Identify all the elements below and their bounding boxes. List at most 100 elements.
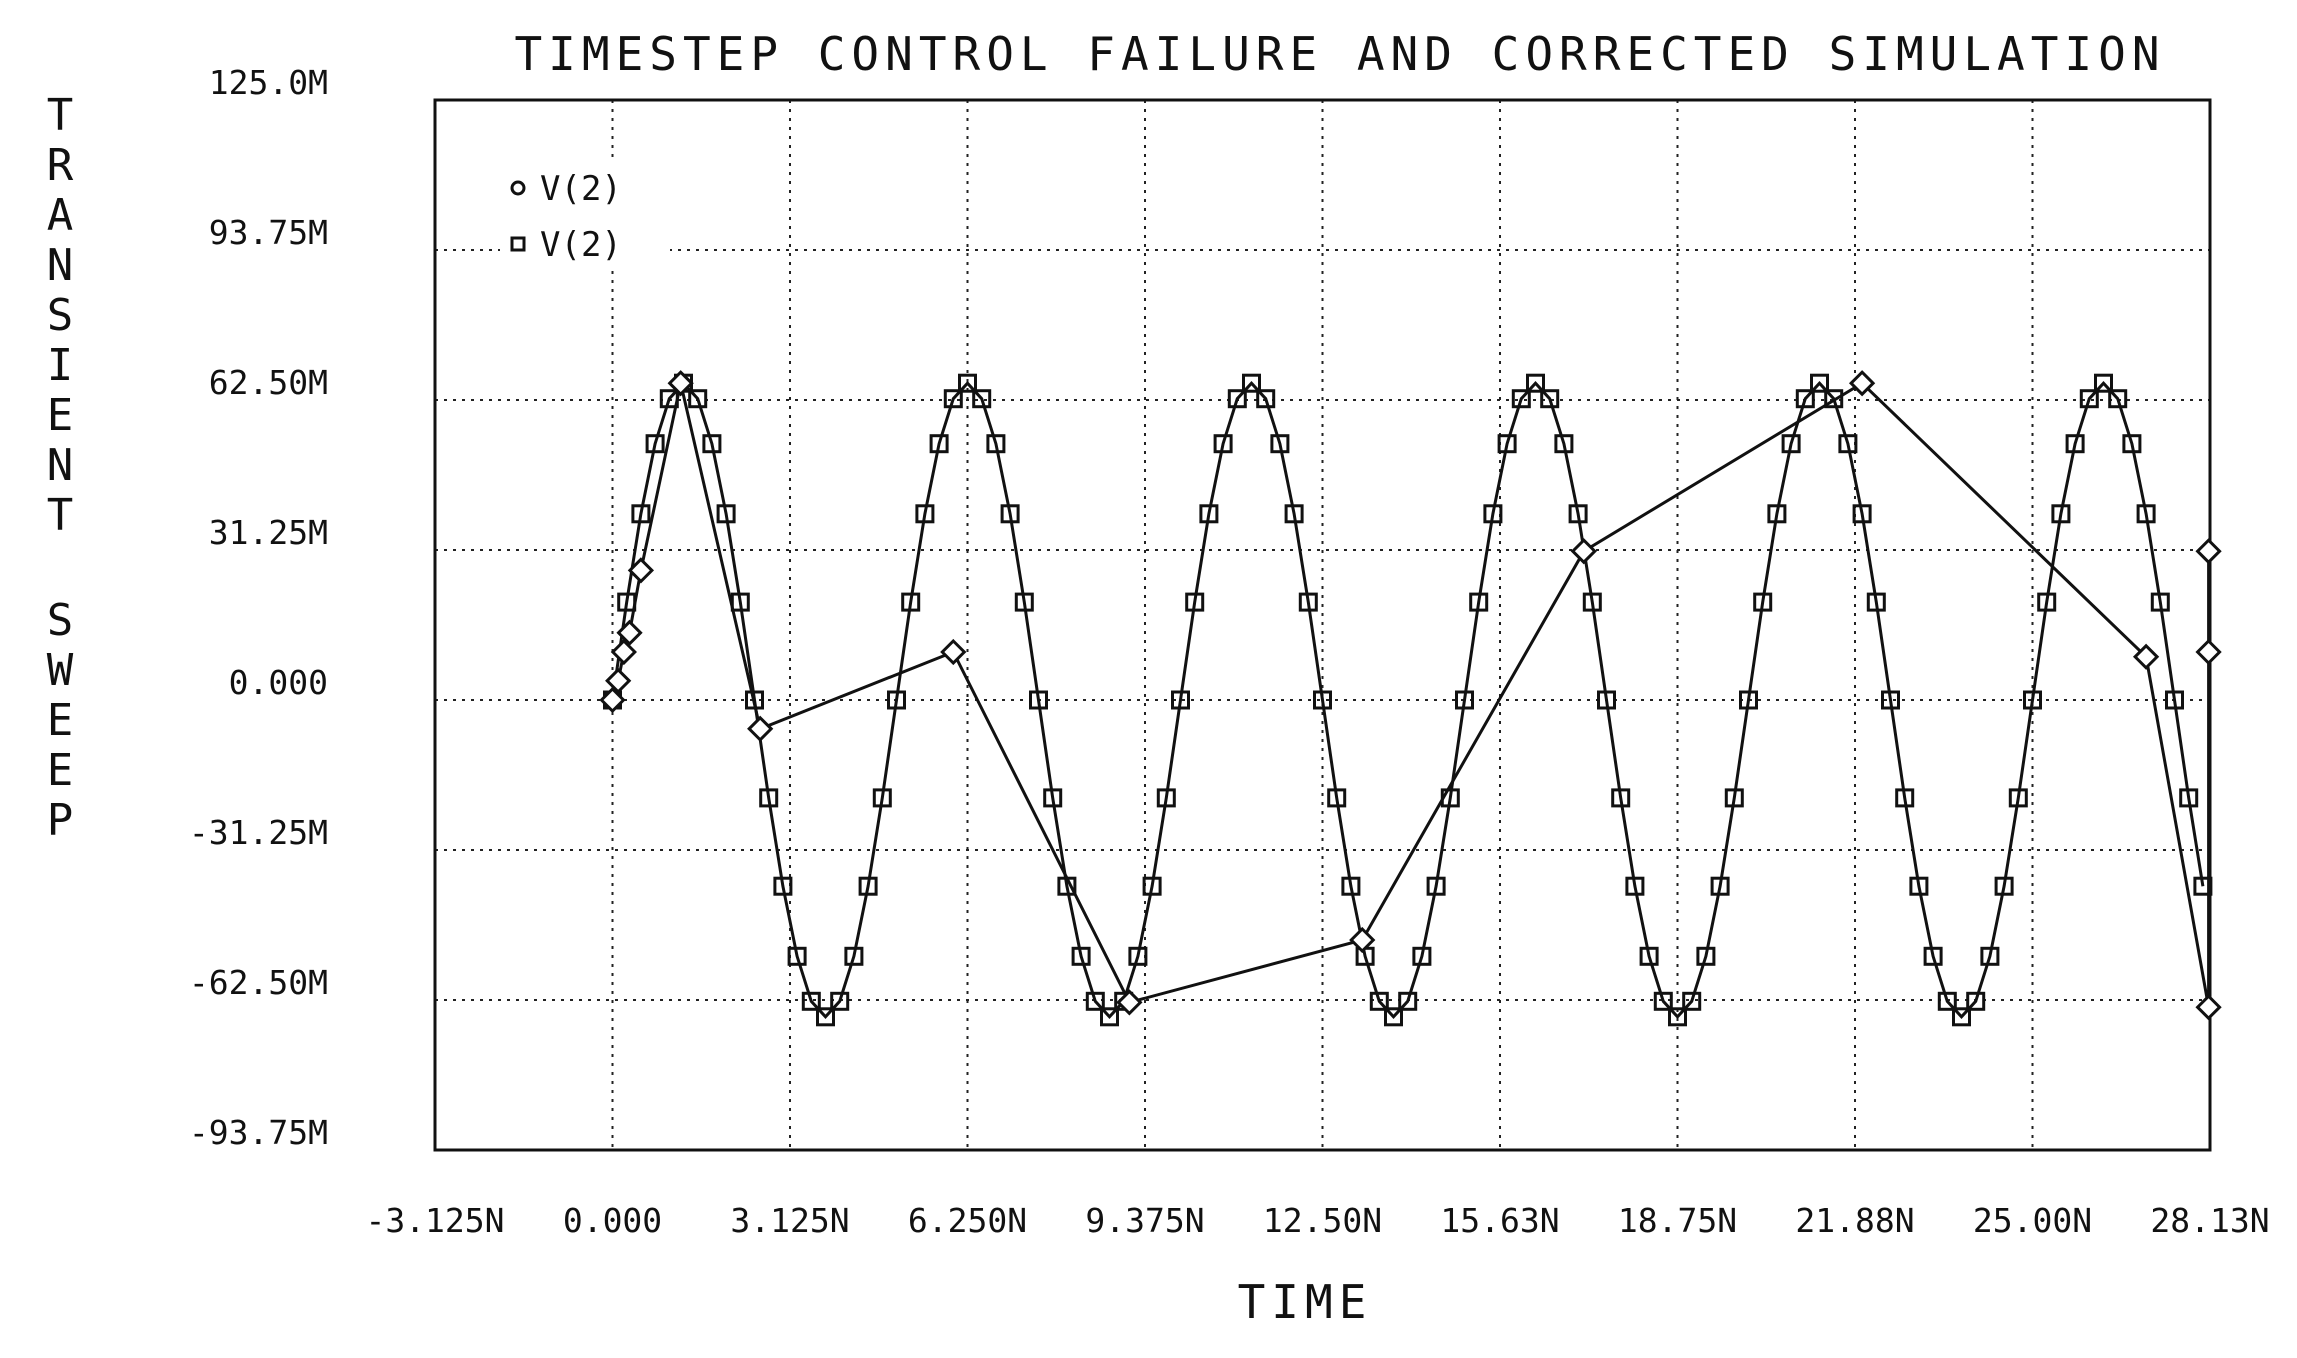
y-tick-label: 31.25M bbox=[209, 513, 328, 552]
square-marker bbox=[1341, 876, 1361, 896]
square-marker bbox=[1852, 504, 1872, 524]
square-marker bbox=[1014, 592, 1034, 612]
square-marker bbox=[1696, 946, 1716, 966]
square-marker bbox=[858, 876, 878, 896]
square-marker bbox=[1739, 690, 1758, 710]
series-diamond-line bbox=[611, 381, 2211, 1008]
y-tick-label: -31.25M bbox=[189, 813, 328, 852]
square-marker bbox=[1653, 991, 1673, 1011]
diamond-marker bbox=[667, 370, 694, 397]
diamond-marker bbox=[616, 619, 643, 646]
square-marker bbox=[1185, 592, 1205, 612]
diamond-marker bbox=[1349, 926, 1376, 954]
square-marker bbox=[2179, 788, 2199, 808]
y-axis-label-char: P bbox=[47, 795, 74, 846]
square-marker bbox=[972, 389, 992, 409]
square-marker bbox=[1866, 592, 1886, 612]
square-marker bbox=[929, 434, 949, 454]
square-marker bbox=[1171, 690, 1190, 710]
square-marker bbox=[1483, 504, 1503, 524]
y-tick-label: 0.000 bbox=[229, 663, 328, 702]
square-marker bbox=[1710, 876, 1730, 896]
x-tick-label: 21.88N bbox=[1795, 1201, 1914, 1240]
square-marker bbox=[887, 690, 906, 710]
diamond-marker bbox=[2195, 638, 2222, 666]
x-tick-label: 9.375N bbox=[1085, 1201, 1204, 1240]
square-marker bbox=[1568, 504, 1588, 524]
square-marker bbox=[1952, 1007, 1971, 1027]
square-marker bbox=[943, 389, 963, 409]
diamond-marker bbox=[627, 557, 655, 584]
square-marker bbox=[702, 434, 722, 454]
square-marker bbox=[1199, 504, 1219, 524]
square-marker bbox=[631, 504, 651, 524]
square-marker bbox=[2165, 690, 2184, 710]
square-marker bbox=[1412, 946, 1432, 966]
square-marker bbox=[844, 946, 864, 966]
square-marker bbox=[830, 991, 850, 1011]
chart-title: TIMESTEP CONTROL FAILURE AND CORRECTED S… bbox=[514, 27, 2165, 81]
legend-circle-marker bbox=[510, 180, 526, 196]
series-square-line bbox=[611, 380, 2205, 1020]
square-marker bbox=[1909, 876, 1929, 896]
diamond-marker bbox=[605, 667, 632, 694]
square-marker bbox=[1980, 946, 2000, 966]
diamond-marker bbox=[1848, 370, 1876, 397]
square-marker bbox=[2079, 389, 2099, 409]
square-marker bbox=[1838, 434, 1858, 454]
square-marker bbox=[1554, 434, 1574, 454]
grid bbox=[435, 100, 2210, 1150]
square-marker bbox=[1256, 389, 1276, 409]
square-marker bbox=[1753, 592, 1773, 612]
square-marker bbox=[1767, 504, 1787, 524]
square-marker bbox=[1029, 690, 1048, 710]
legend-entry-1: V(2) bbox=[540, 169, 622, 209]
x-tick-label: -3.125N bbox=[365, 1201, 504, 1240]
y-axis-label-char: S bbox=[47, 595, 74, 646]
x-tick-label: 6.250N bbox=[908, 1201, 1027, 1240]
square-marker bbox=[1582, 592, 1602, 612]
square-marker bbox=[2037, 592, 2057, 612]
square-marker bbox=[1540, 389, 1560, 409]
square-marker bbox=[688, 389, 708, 409]
square-marker bbox=[901, 592, 921, 612]
diamond-marker bbox=[599, 686, 626, 714]
diamond-marker bbox=[2195, 994, 2222, 1021]
square-marker bbox=[716, 504, 736, 524]
square-marker bbox=[773, 876, 793, 896]
square-marker bbox=[787, 946, 807, 966]
square-marker bbox=[1937, 991, 1957, 1011]
square-marker bbox=[1043, 788, 1063, 808]
x-tick-label: 28.13N bbox=[2150, 1201, 2269, 1240]
diamond-marker bbox=[747, 715, 774, 742]
square-marker bbox=[872, 788, 892, 808]
y-axis-label-char: S bbox=[47, 290, 74, 341]
diamond-marker bbox=[2195, 538, 2222, 565]
square-marker bbox=[1398, 991, 1418, 1011]
square-marker bbox=[2136, 504, 2156, 524]
x-tick-label: 18.75N bbox=[1618, 1201, 1737, 1240]
diamond-marker bbox=[2132, 643, 2160, 670]
x-tick-label: 12.50N bbox=[1263, 1201, 1382, 1240]
square-marker bbox=[1100, 1007, 1119, 1027]
square-marker bbox=[759, 788, 779, 808]
square-marker bbox=[2150, 592, 2170, 612]
square-marker bbox=[1469, 592, 1489, 612]
square-marker bbox=[986, 434, 1006, 454]
square-marker bbox=[1369, 991, 1389, 1011]
y-axis-label-char: A bbox=[47, 190, 74, 241]
square-marker bbox=[1639, 946, 1659, 966]
square-marker bbox=[1000, 504, 1020, 524]
square-marker bbox=[1298, 592, 1318, 612]
square-marker bbox=[1455, 690, 1474, 710]
square-marker bbox=[1597, 690, 1616, 710]
x-tick-label: 0.000 bbox=[563, 1201, 662, 1240]
square-marker bbox=[1682, 991, 1702, 1011]
square-marker bbox=[1810, 373, 1829, 393]
x-axis-label: TIME bbox=[1238, 1275, 1373, 1329]
square-marker bbox=[2023, 690, 2042, 710]
square-marker bbox=[2051, 504, 2071, 524]
square-marker bbox=[1611, 788, 1631, 808]
